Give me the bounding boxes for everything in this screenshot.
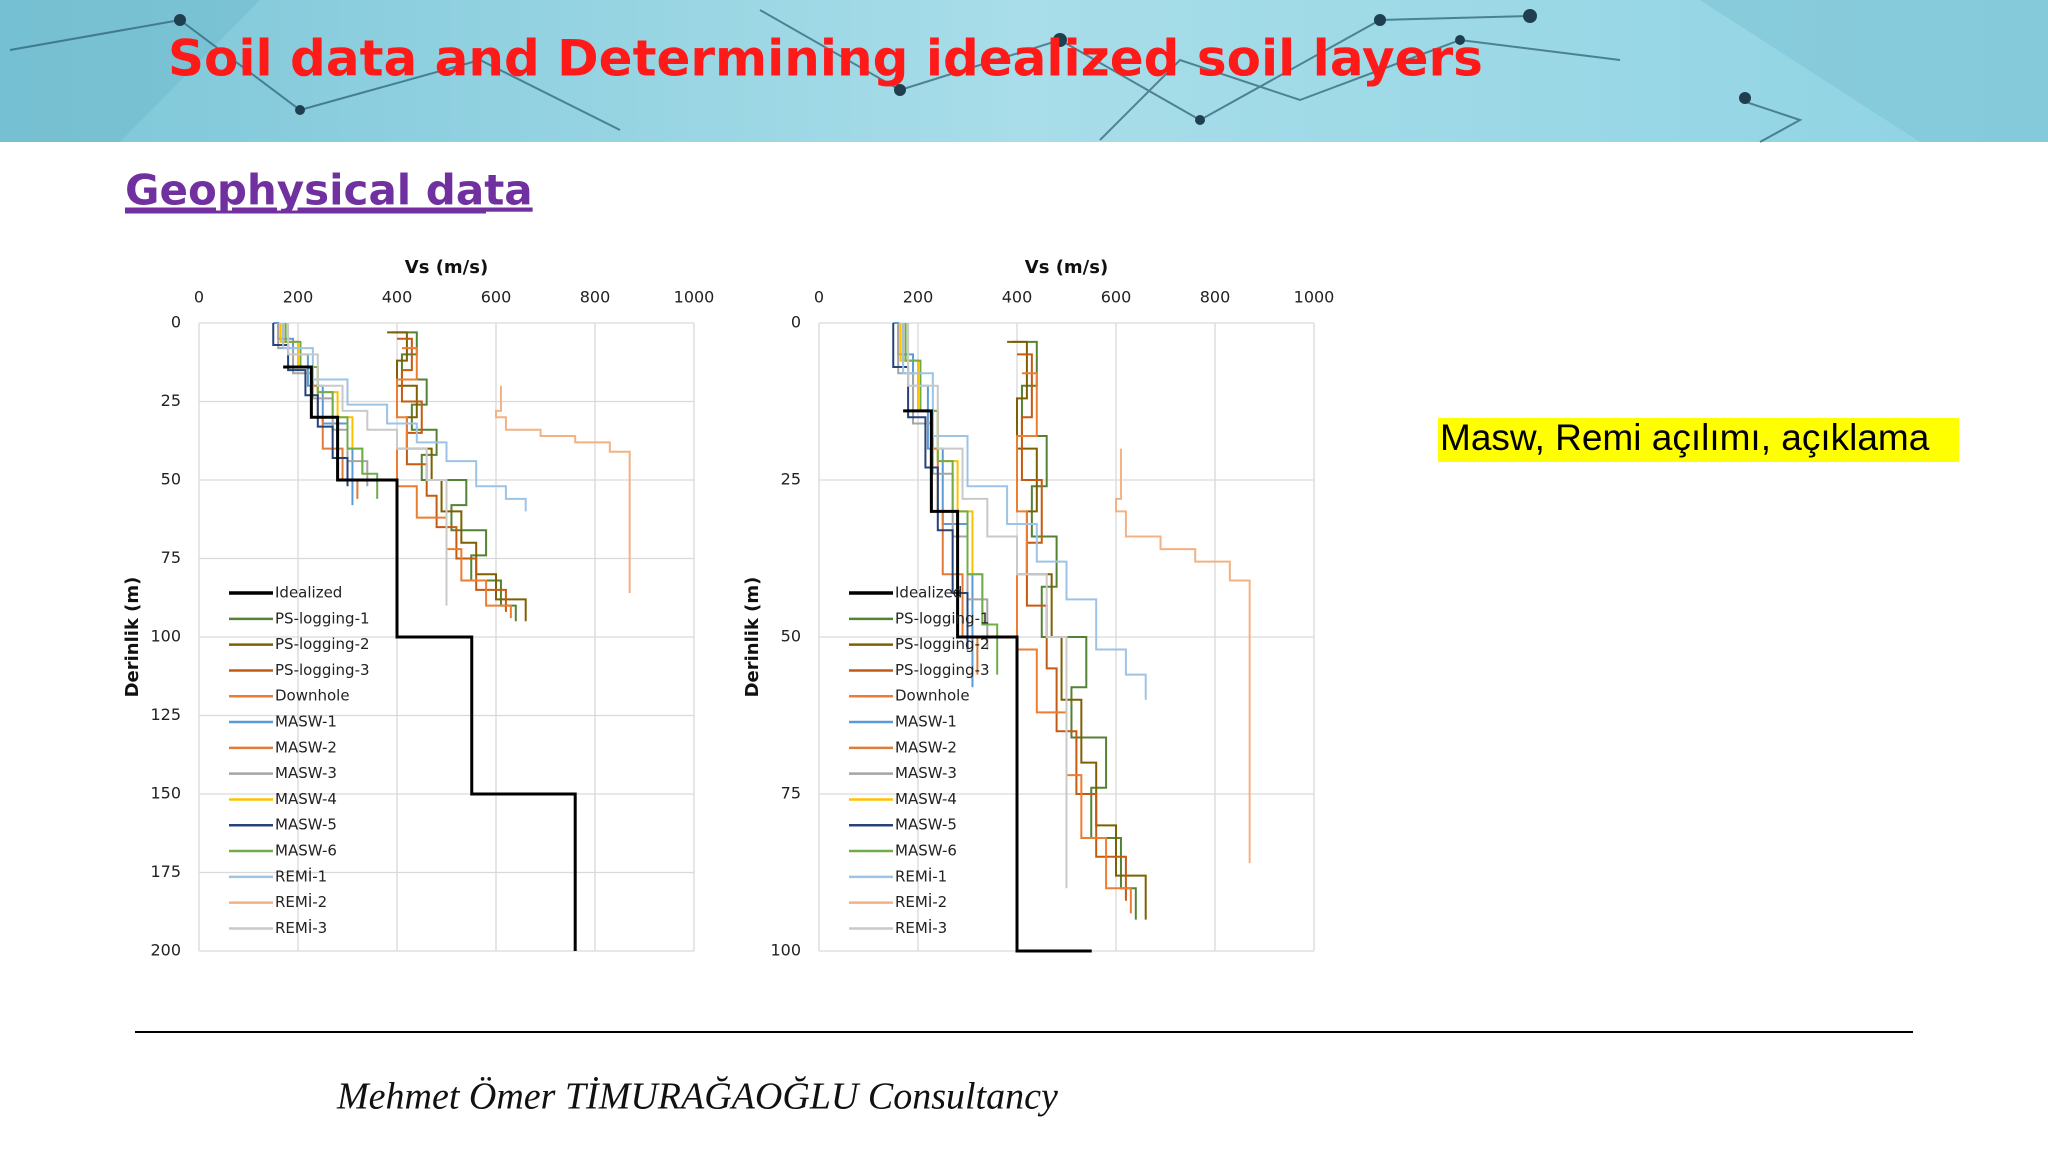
y-tick-label: 0	[791, 313, 801, 332]
y-tick-label: 50	[161, 470, 181, 489]
note-highlight	[1438, 418, 1959, 462]
x-tick-label: 0	[194, 288, 204, 307]
series-line	[392, 331, 517, 622]
y-tick-label: 200	[150, 941, 181, 960]
y-tick-label: 125	[150, 705, 181, 724]
x-tick-label: 800	[1200, 288, 1231, 307]
legend-label: REMİ-2	[895, 892, 947, 911]
y-tick-label: 25	[161, 391, 181, 410]
slide-title: Soil data and Determining idealized soil…	[168, 30, 1483, 88]
y-tick-label: 25	[781, 470, 801, 489]
y-tick-label: 100	[770, 941, 801, 960]
legend-label: MASW-1	[895, 713, 957, 731]
x-tick-label: 1000	[1294, 288, 1335, 307]
legend-label: MASW-6	[895, 842, 957, 860]
x-tick-label: 600	[1101, 288, 1132, 307]
legend-label: PS-logging-3	[275, 661, 370, 679]
y-tick-label: 75	[161, 548, 181, 567]
series-line	[1115, 448, 1251, 864]
y-tick-label: 150	[150, 784, 181, 803]
series-line	[284, 323, 379, 499]
series-line	[903, 409, 1092, 953]
x-tick-label: 400	[1002, 288, 1033, 307]
y-tick-label: 100	[150, 627, 181, 646]
legend-label: MASW-4	[895, 790, 957, 808]
legend-label: REMİ-3	[895, 918, 947, 937]
legend-label: PS-logging-1	[275, 609, 370, 627]
legend-label: MASW-6	[275, 842, 337, 860]
legend-label: MASW-2	[895, 738, 957, 756]
legend-label: REMİ-1	[275, 866, 327, 885]
series-line	[907, 323, 1068, 889]
series-line	[1016, 372, 1132, 914]
y-tick-label: 75	[781, 784, 801, 803]
x-tick-label: 1000	[674, 288, 715, 307]
legend-label: Idealized	[275, 584, 342, 602]
chart: 0 200 400 600 800 1000 0 25 50 75 100 Vs (m/s) Derin…	[742, 257, 1334, 960]
legend-label: PS-logging-3	[895, 661, 990, 679]
note: Masw, Remi açılımı, açıklama	[1440, 417, 1930, 458]
legend-label: MASW-5	[895, 816, 957, 834]
x-tick-label: 400	[382, 288, 413, 307]
series-line	[1012, 340, 1137, 920]
series-line	[904, 323, 999, 675]
legend-label: MASW-2	[275, 738, 337, 756]
legend-label: MASW-3	[275, 764, 337, 782]
legend-label: PS-logging-1	[895, 609, 990, 627]
x-tick-label: 0	[814, 288, 824, 307]
y-tick-label: 0	[171, 313, 181, 332]
y-axis-title: Derinlik (m)	[742, 577, 763, 698]
series-line	[387, 331, 527, 622]
y-tick-label: 175	[150, 862, 181, 881]
footer: Mehmet Ömer TİMURAĞAOĞLU Consultancy	[336, 1076, 1058, 1118]
legend-label: MASW-3	[895, 764, 957, 782]
y-axis-title: Derinlik (m)	[122, 577, 143, 698]
legend-label: REMİ-1	[895, 866, 947, 885]
section-title: Geophysical data	[125, 166, 533, 215]
chart: 0 200 400 600 800 1000 0 25 50 75 100 125 150 175 200 V…	[122, 257, 714, 960]
legend-label: PS-logging-2	[895, 635, 990, 653]
x-axis-title: Vs (m/s)	[405, 257, 488, 278]
series-line	[283, 365, 577, 951]
x-tick-label: 200	[283, 288, 314, 307]
legend-label: REMİ-2	[275, 892, 327, 911]
legend-label: PS-logging-2	[275, 635, 370, 653]
x-axis-title: Vs (m/s)	[1025, 257, 1108, 278]
legend-label: Idealized	[895, 584, 962, 602]
header-band	[0, 0, 2048, 143]
legend-label: Downhole	[895, 687, 970, 705]
x-tick-label: 200	[903, 288, 934, 307]
legend-label: REMİ-3	[275, 918, 327, 937]
y-tick-label: 50	[781, 627, 801, 646]
legend-label: MASW-4	[275, 790, 337, 808]
series-line	[495, 385, 631, 594]
series-line	[1007, 340, 1147, 920]
legend-label: Downhole	[275, 687, 350, 705]
x-tick-label: 800	[580, 288, 611, 307]
series-line	[287, 323, 448, 606]
legend-label: MASW-1	[275, 713, 337, 731]
series-line	[396, 347, 512, 619]
legend-label: MASW-5	[275, 816, 337, 834]
x-tick-label: 600	[481, 288, 512, 307]
